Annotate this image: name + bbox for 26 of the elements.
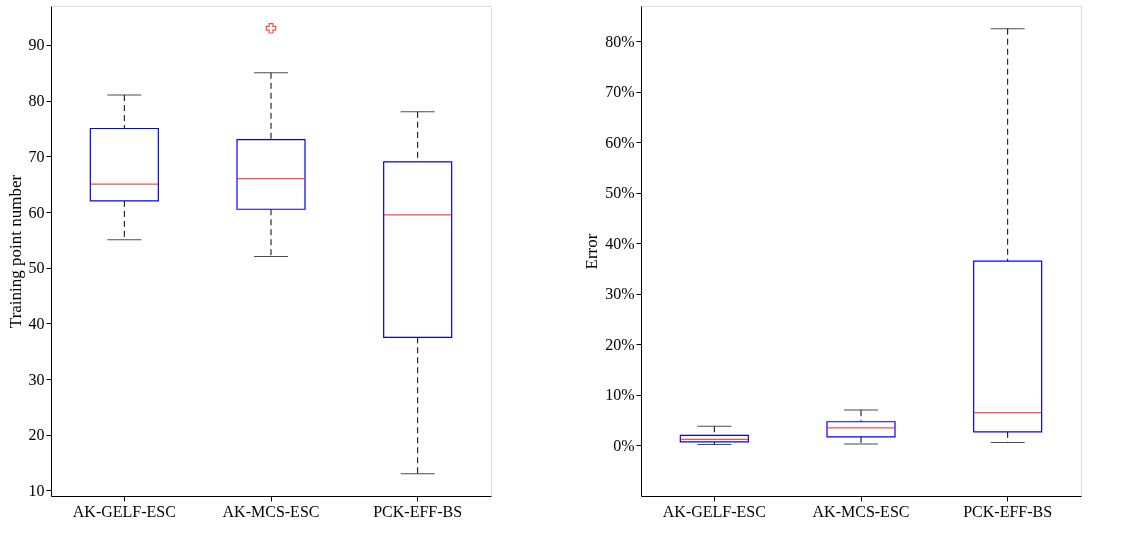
y-tick-label: 30 (28, 370, 45, 388)
y-tick-label: 20 (28, 426, 45, 444)
y-axis-title: Error (582, 233, 602, 270)
x-tick-label: AK-GELF-ESC (72, 502, 176, 520)
y-tick-label: 0% (613, 436, 635, 454)
y-tick-label: 60 (28, 203, 45, 221)
y-tick-label: 70% (605, 83, 635, 101)
y-tick-label: 50 (28, 259, 45, 277)
y-tick-label: 80% (605, 32, 635, 50)
y-tick-label: 40 (28, 314, 45, 332)
y-tick-label: 10 (28, 481, 45, 499)
y-tick-label: 50% (605, 184, 635, 202)
y-axis-title: Training point number (5, 174, 25, 329)
x-tick-label: AK-MCS-ESC (222, 502, 320, 520)
y-tick-label: 30% (605, 285, 635, 303)
x-tick-label: PCK-EFF-BS (963, 502, 1053, 520)
y-tick-label: 40% (605, 234, 635, 252)
x-tick-label: AK-GELF-ESC (662, 502, 766, 520)
x-tick-label: PCK-EFF-BS (373, 502, 463, 520)
y-tick-label: 90 (28, 36, 45, 54)
y-tick-label: 20% (605, 335, 635, 353)
y-tick-label: 70 (28, 147, 45, 165)
y-tick-label: 10% (605, 386, 635, 404)
y-tick-label: 80 (28, 92, 45, 110)
y-tick-label: 60% (605, 133, 635, 151)
x-tick-label: AK-MCS-ESC (812, 502, 910, 520)
